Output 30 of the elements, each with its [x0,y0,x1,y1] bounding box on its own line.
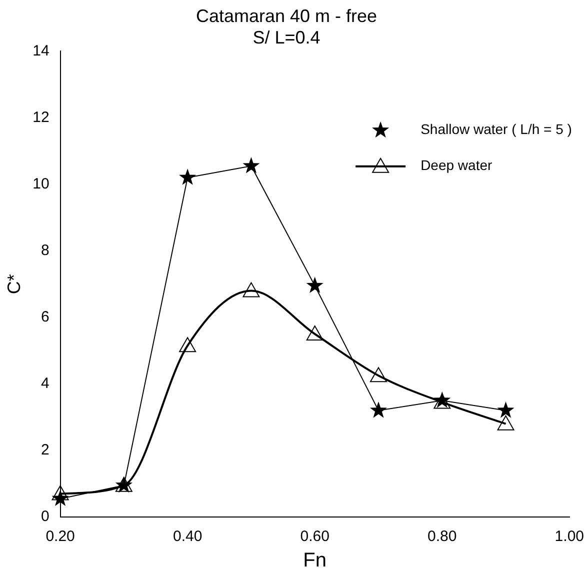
x-tick-label: 0.20 [46,528,75,546]
point [306,276,324,294]
y-tick-label: 0 [40,508,50,526]
y-axis-title: C* [4,274,24,294]
legend-label: Deep water [420,157,493,174]
point [306,326,324,341]
point [370,367,387,382]
point [52,485,69,500]
y-tick-label: 8 [40,242,50,259]
legend-label: Shallow water ( L/h = 5 ) [420,121,572,138]
y-tick-label: 2 [40,442,50,459]
point [242,282,260,298]
y-tick-label: 12 [32,108,50,126]
y-tick-label: 6 [40,308,50,326]
y-tick-label: 10 [32,175,50,192]
x-tick-label: 1.00 [554,528,584,546]
point [497,415,514,430]
x-tick-label: 0.40 [172,528,202,546]
x-tick-label: 0.60 [300,528,330,546]
point [242,156,260,174]
y-tick-label: 4 [40,375,50,392]
x-axis-title: Fn [303,550,327,572]
text: Catamaran 40 m - free [196,6,378,26]
y-tick-label: 14 [32,42,50,60]
point [179,168,196,185]
point [370,402,388,418]
text: S/ L=0.4 [252,27,320,48]
point [179,337,196,352]
point [497,402,514,418]
x-tick-label: 0.80 [428,528,457,546]
